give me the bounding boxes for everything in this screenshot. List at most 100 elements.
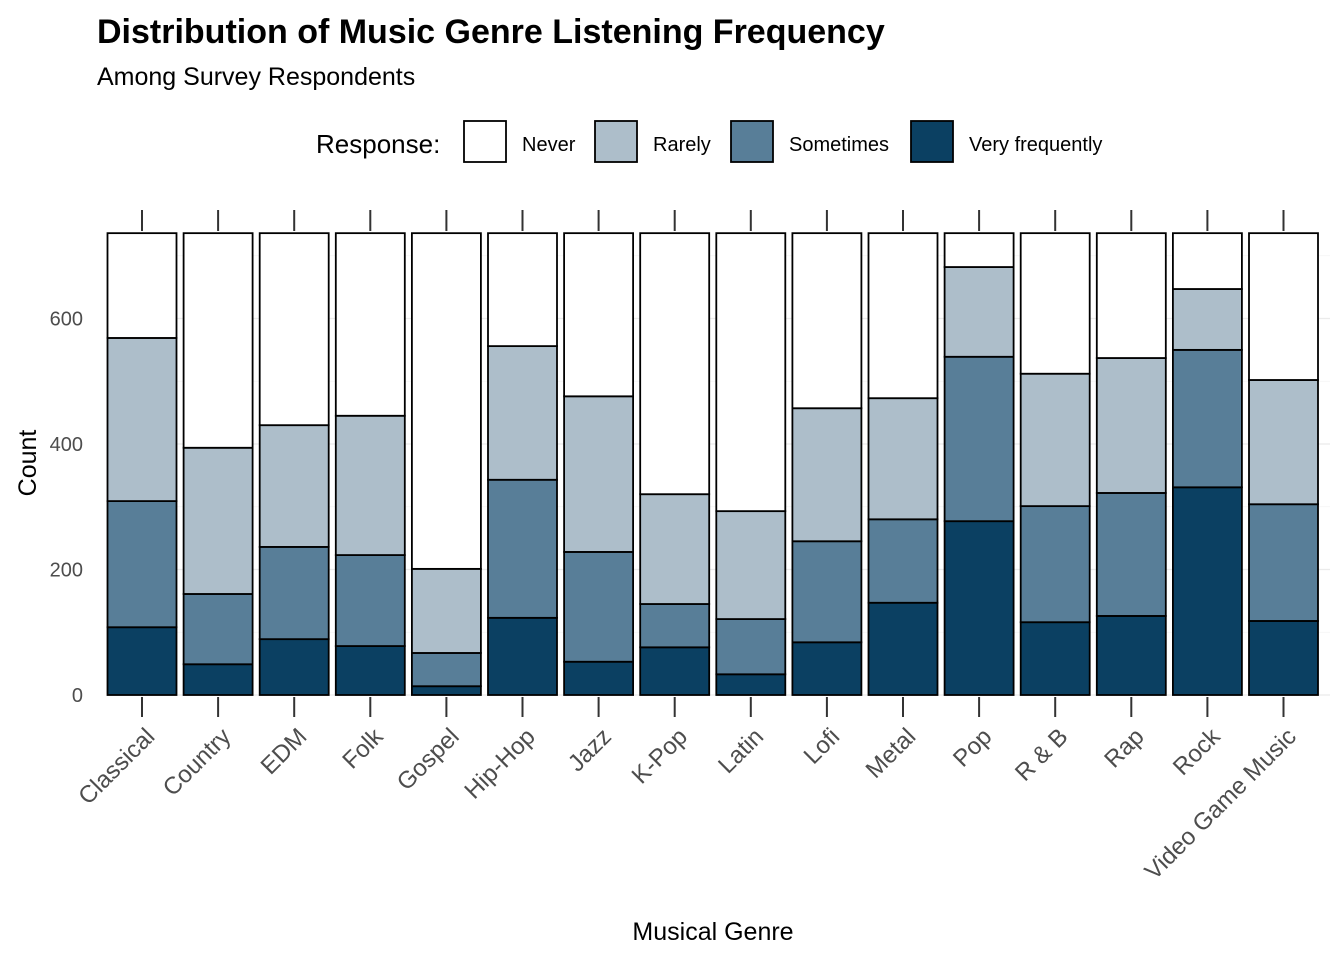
x-tick-label: EDM: [256, 723, 313, 780]
bar-segment-rarely: [334, 414, 406, 556]
bar-segment-sometimes: [487, 478, 558, 619]
x-tick-label: R & B: [1010, 723, 1073, 786]
bar-segment-very-frequently: [258, 638, 330, 696]
bar-segment-very-frequently: [791, 641, 863, 696]
legend-key-never: [463, 120, 507, 163]
x-tick-label: Jazz: [563, 723, 617, 777]
x-tick-label: Video Game Music: [1140, 723, 1302, 885]
legend-key-rarely: [594, 120, 638, 163]
bar-segment-never: [410, 232, 482, 570]
y-axis-label: Count: [14, 430, 42, 497]
x-tick-label: K-Pop: [627, 723, 693, 789]
bar-segment-very-frequently: [715, 673, 787, 696]
chart-subtitle: Among Survey Respondents: [97, 63, 415, 91]
y-tick-label: 600: [50, 309, 83, 331]
bar-segment-never: [943, 232, 1015, 268]
bar-segment-rarely: [1019, 372, 1091, 508]
bar-segment-never: [1172, 232, 1243, 290]
bar-segment-rarely: [867, 397, 939, 521]
x-tick-label: Metal: [861, 723, 922, 784]
bar-segment-sometimes: [791, 540, 863, 644]
bar-segment-never: [258, 232, 330, 427]
bar-segment-rarely: [943, 266, 1015, 358]
bar-segment-rarely: [1095, 357, 1167, 494]
bar-segment-rarely: [1248, 379, 1319, 506]
x-tick-label: Rap: [1099, 723, 1149, 773]
bar-segment-sometimes: [106, 500, 178, 629]
bar-segment-rarely: [487, 345, 558, 481]
bar-segment-very-frequently: [943, 520, 1015, 696]
bar-segment-sometimes: [943, 355, 1015, 523]
bar-segment-sometimes: [1019, 505, 1091, 624]
bar-segment-sometimes: [867, 518, 939, 604]
bar-segment-never: [487, 232, 558, 348]
bar-segment-never: [715, 232, 787, 513]
x-tick-label: Country: [158, 723, 237, 802]
bar-segment-sometimes: [182, 593, 254, 666]
bar-segment-very-frequently: [410, 685, 482, 696]
y-tick-label: 200: [50, 560, 83, 582]
bar-segment-never: [639, 232, 711, 496]
bar-segment-rarely: [182, 446, 254, 595]
bar-segment-sometimes: [1172, 348, 1243, 489]
x-tick-label: Rock: [1168, 722, 1226, 780]
chart-title: Distribution of Music Genre Listening Fr…: [97, 13, 885, 51]
legend-title: Response:: [316, 129, 440, 159]
x-tick-label: Latin: [713, 723, 769, 779]
bar-segment-very-frequently: [1095, 615, 1167, 696]
legend: Response: Never Rarely Sometimes Very frequ…: [316, 120, 1102, 163]
bar-segment-very-frequently: [182, 663, 254, 696]
bar-segment-sometimes: [715, 618, 787, 676]
bar-segment-never: [1248, 232, 1319, 381]
bar-segment-very-frequently: [1248, 620, 1319, 696]
x-tick-label: Classical: [73, 723, 160, 810]
bar-segment-sometimes: [563, 551, 634, 663]
legend-key-sometimes: [730, 120, 774, 163]
bar-segment-never: [867, 232, 939, 400]
bar-segment-sometimes: [258, 546, 330, 641]
x-axis-label: Musical Genre: [632, 918, 793, 946]
bar-segment-rarely: [258, 424, 330, 548]
x-tick-label: Gospel: [392, 723, 465, 796]
bar-segment-never: [334, 232, 406, 417]
bar-segment-never: [563, 232, 634, 398]
bar-segment-sometimes: [410, 652, 482, 688]
y-tick-label: 0: [72, 685, 83, 707]
bar-segment-never: [791, 232, 863, 410]
legend-label: Never: [522, 134, 576, 156]
bar-segment-rarely: [715, 510, 787, 620]
bar-segment-rarely: [563, 395, 634, 553]
bar-segment-never: [182, 232, 254, 449]
bar-segment-sometimes: [1095, 492, 1167, 617]
bar-segment-very-frequently: [867, 601, 939, 696]
legend-key-very-frequently: [910, 120, 954, 163]
bar-segment-very-frequently: [1019, 621, 1091, 696]
bar-segment-rarely: [106, 337, 178, 503]
y-tick-label: 400: [50, 434, 83, 456]
bar-segment-never: [1095, 232, 1167, 359]
x-tick-label: Pop: [948, 723, 997, 772]
bar-segment-rarely: [639, 493, 711, 605]
x-tick-label: Lofi: [799, 723, 845, 769]
legend-label: Very frequently: [969, 134, 1102, 156]
bar-segment-rarely: [1172, 288, 1243, 351]
bar-segment-never: [106, 232, 178, 339]
x-tick-label: Hip-Hop: [459, 723, 540, 804]
legend-label: Rarely: [653, 134, 711, 156]
bar-segment-very-frequently: [106, 626, 178, 696]
bar-segment-sometimes: [639, 603, 711, 649]
legend-label: Sometimes: [789, 134, 889, 156]
bars: [106, 232, 1319, 696]
x-tick-label: Folk: [337, 722, 389, 774]
bar-segment-never: [1019, 232, 1091, 375]
bar-segment-sometimes: [1248, 503, 1319, 622]
bar-segment-rarely: [410, 567, 482, 654]
bar-segment-sometimes: [334, 554, 406, 647]
bar-segment-very-frequently: [487, 616, 558, 696]
bar-segment-very-frequently: [639, 646, 711, 696]
bar-segment-very-frequently: [563, 660, 634, 696]
bar-segment-rarely: [791, 407, 863, 543]
bar-segment-very-frequently: [334, 645, 406, 696]
